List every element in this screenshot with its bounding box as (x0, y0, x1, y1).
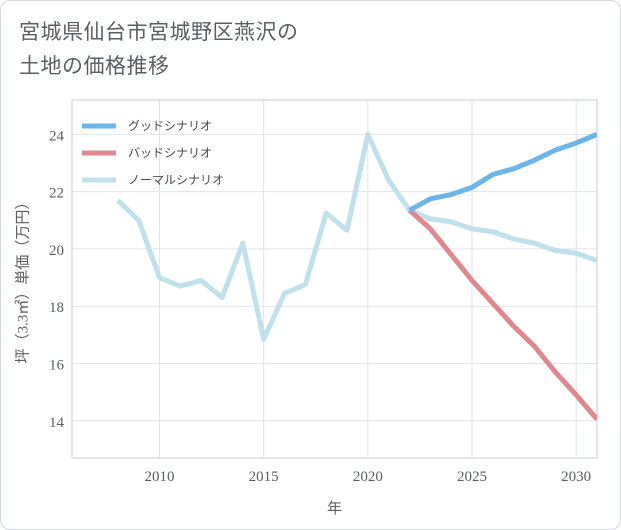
x-tick-label: 2010 (145, 469, 175, 485)
y-tick-label: 18 (49, 300, 64, 316)
y-tick-label: 22 (49, 186, 64, 202)
chart-title-line-1: 宮城県仙台市宮城野区燕沢の (19, 20, 299, 44)
series-line-2 (116, 131, 597, 342)
axis-ticks: 2010 2015 2020 2025 2030 14 16 18 20 22 24 (49, 128, 591, 485)
x-tick-label: 2015 (249, 469, 279, 485)
legend-label-0: グッドシナリオ (128, 119, 212, 133)
series-line-1 (407, 208, 597, 421)
x-axis-title: 年 (327, 500, 342, 517)
y-tick-label: 20 (49, 243, 64, 259)
series-lines (116, 131, 597, 421)
series-line-0 (408, 132, 597, 213)
legend-label-2: ノーマルシナリオ (128, 173, 224, 187)
chart-title: 宮城県仙台市宮城野区燕沢の 土地の価格推移 (19, 15, 599, 83)
plot-area (71, 99, 598, 459)
x-tick-label: 2025 (457, 469, 487, 485)
chart-title-line-2: 土地の価格推移 (19, 54, 170, 78)
y-tick-label: 16 (49, 357, 65, 373)
x-tick-label: 2030 (561, 469, 591, 485)
y-axis-title: 坪（3.3㎡）単価（万円） (14, 195, 31, 364)
y-tick-label: 24 (49, 128, 65, 144)
y-tick-label: 14 (49, 415, 65, 431)
legend-label-1: バッドシナリオ (128, 146, 212, 160)
x-tick-label: 2020 (353, 469, 383, 485)
